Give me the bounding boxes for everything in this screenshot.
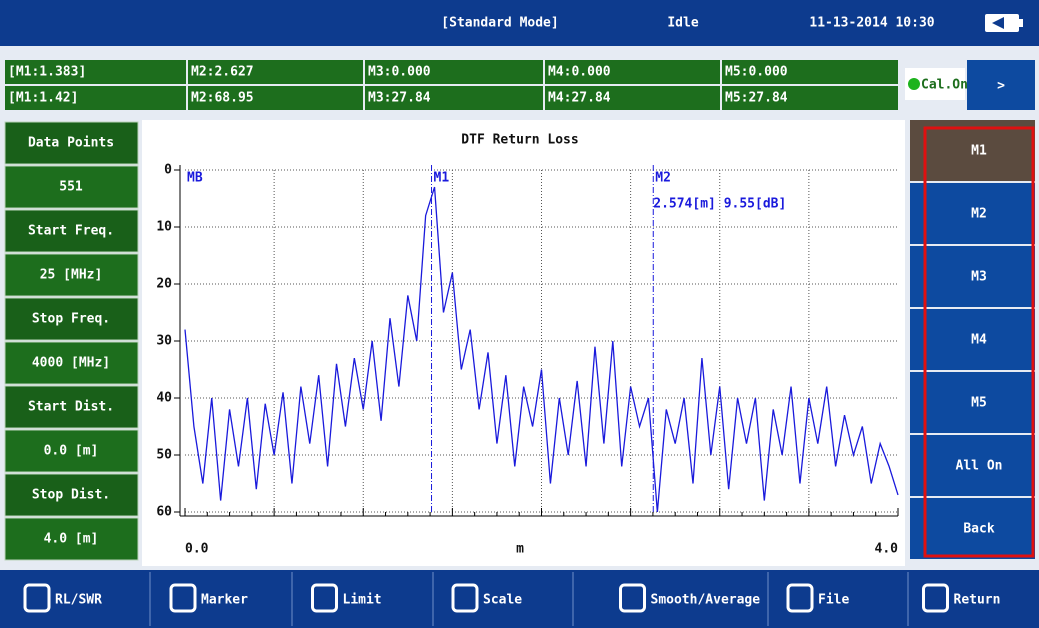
marker-text: M4:27.84 [548,91,611,106]
marker-text: [M1:1.383] [8,65,86,80]
marker-text: M3:0.000 [368,65,431,80]
param-label-cell[interactable] [4,297,139,341]
param-label-cell[interactable] [4,121,139,165]
chart-panel [142,120,905,566]
marker-label: MB [187,171,203,186]
selection-frame [923,126,1035,558]
state: Idle [667,16,698,31]
param-value-cell[interactable] [4,165,139,209]
mode: [Standard Mode] [441,16,558,31]
marker-text: M5:27.84 [725,91,788,106]
toolbar-icon [23,583,51,613]
marker-button[interactable] [910,120,1035,181]
y-tick-label: 60 [156,505,172,520]
toolbar-icon [169,583,197,613]
y-tick-label: 50 [156,448,172,463]
marker-text: M4:0.000 [548,65,611,80]
param-label-cell[interactable] [4,385,139,429]
marker-annotation: 2.574[m] 9.55[dB] [653,197,786,212]
marker-button-label: Back [963,522,994,537]
marker-text: M2:68.95 [191,91,254,106]
chart-title: DTF Return Loss [461,133,578,148]
y-tick-label: 40 [156,391,172,406]
marker-text: M5:0.000 [725,65,788,80]
marker-button-label: All On [956,459,1003,474]
toolbar-label[interactable]: File [818,593,849,608]
x-tick-label: 4.0 [875,542,899,557]
param-label: Stop Dist. [32,488,110,503]
x-axis-label: m [516,542,524,557]
y-tick-label: 0 [164,163,172,178]
toolbar-label[interactable]: RL/SWR [55,593,102,608]
param-label: Start Freq. [28,224,114,239]
cal-dot [908,78,920,90]
marker-cell [545,86,720,110]
param-label: Data Points [28,136,114,151]
y-tick-label: 10 [156,220,172,235]
marker-button-label: M3 [971,270,987,285]
marker-button[interactable] [910,246,1035,307]
param-value: 25 [MHz] [40,268,103,283]
plug-icon [992,17,1004,29]
status-bar [0,0,1039,46]
marker-label: M1 [434,171,450,186]
marker-button-label: M5 [971,396,987,411]
param-value-cell[interactable] [4,429,139,473]
marker-cell [545,60,720,84]
marker-text: [M1:1.42] [8,91,78,106]
y-tick-label: 20 [156,277,172,292]
toolbar-icon [451,583,479,613]
marker-cell [5,86,186,110]
y-tick-label: 30 [156,334,172,349]
marker-cell [188,60,363,84]
param-label: Start Dist. [28,400,114,415]
next-button[interactable] [967,60,1035,110]
toolbar-label[interactable]: Marker [201,593,248,608]
param-value: 4.0 [m] [44,532,99,547]
datetime: 11-13-2014 10:30 [809,16,934,31]
toolbar-icon [786,583,814,613]
cal-text: Cal.On [921,78,968,93]
marker-cell [722,60,898,84]
marker-cell [365,60,543,84]
marker-cell [5,60,186,84]
param-value: 0.0 [m] [44,444,99,459]
param-value: 551 [59,180,83,195]
marker-button[interactable] [910,435,1035,496]
param-value-cell[interactable] [4,517,139,561]
battery-tip [1019,19,1023,27]
marker-button-label: M1 [971,144,987,159]
marker-text: M2:2.627 [191,65,254,80]
toolbar [0,570,1039,628]
param-value-cell[interactable] [4,341,139,385]
trace [184,186,899,513]
marker-button-label: M4 [971,333,987,348]
marker-button-label: M2 [971,207,987,222]
next-label: > [997,79,1005,94]
marker-button[interactable] [910,309,1035,370]
toolbar-icon [619,583,646,613]
x-tick-label: 0.0 [185,542,209,557]
toolbar-icon [922,583,949,613]
marker-button[interactable] [910,372,1035,433]
marker-cell [722,86,898,110]
marker-button[interactable] [910,498,1035,559]
param-value-cell[interactable] [4,253,139,297]
param-value: 4000 [MHz] [32,356,110,371]
toolbar-label[interactable]: Smooth/Average [651,593,761,608]
marker-cell [188,86,363,110]
toolbar-icon [311,583,338,613]
toolbar-label[interactable]: Scale [483,593,522,608]
marker-label: M2 [655,171,671,186]
marker-button[interactable] [910,183,1035,244]
param-label: Stop Freq. [32,312,110,327]
param-label-cell[interactable] [4,473,139,517]
param-label-cell[interactable] [4,209,139,253]
toolbar-label[interactable]: Return [954,593,1001,608]
marker-text: M3:27.84 [368,91,431,106]
toolbar-label[interactable]: Limit [343,593,382,608]
marker-cell [365,86,543,110]
